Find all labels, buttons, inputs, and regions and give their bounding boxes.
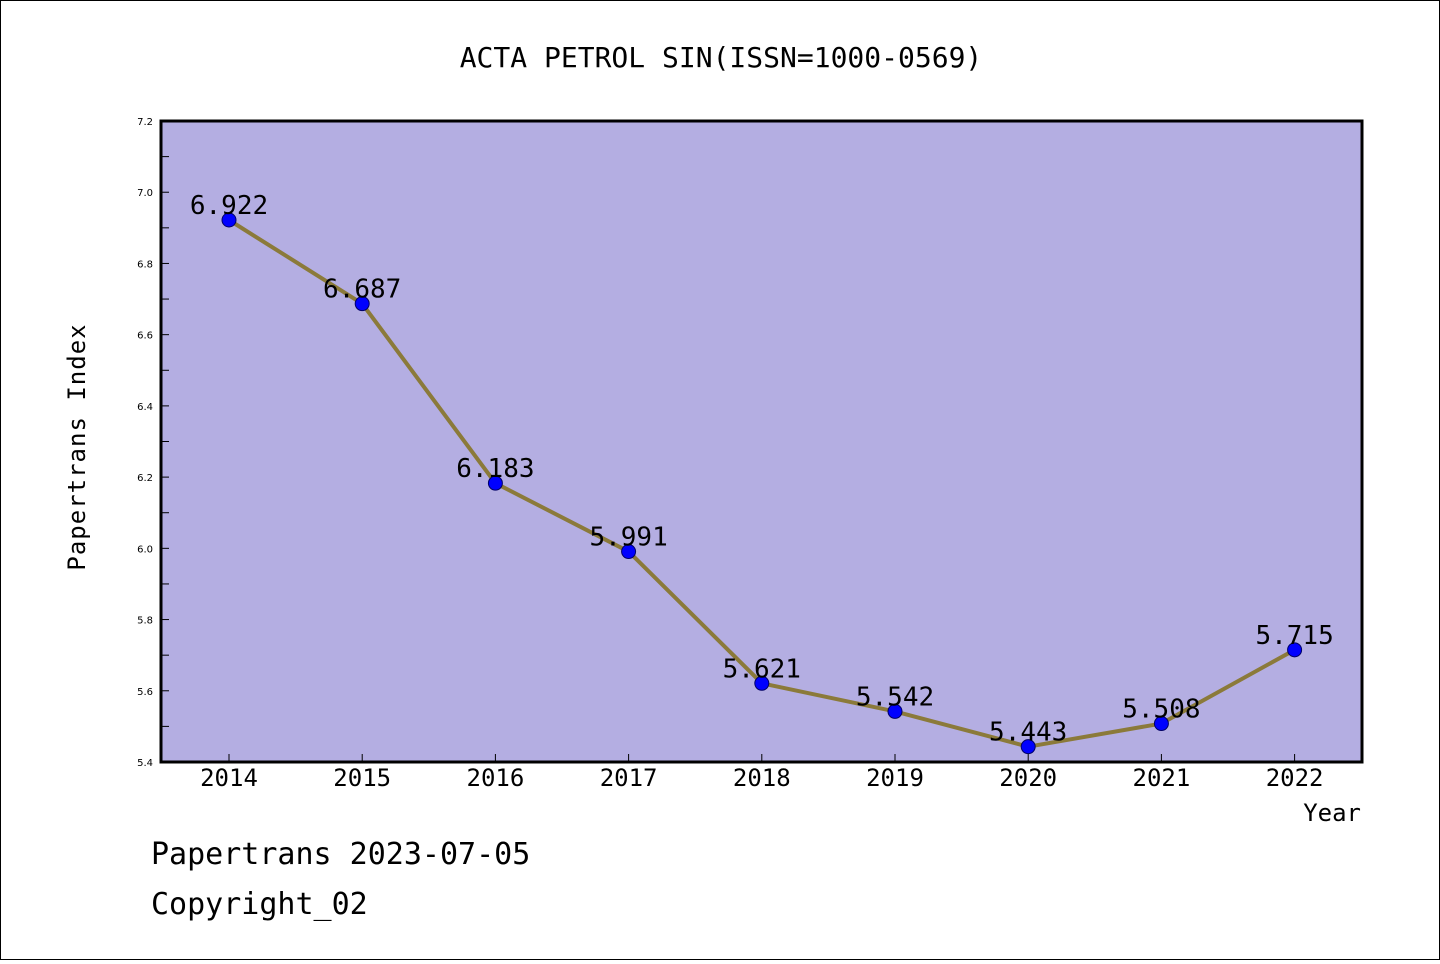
y-tick-label: 6.8 (137, 259, 153, 270)
x-tick-label: 2016 (467, 764, 525, 792)
data-label: 5.621 (723, 654, 801, 684)
data-label: 6.687 (323, 275, 401, 305)
y-tick-label: 6.6 (137, 331, 153, 342)
data-point (1153, 716, 1169, 732)
data-point (887, 703, 903, 719)
x-tick-label: 2015 (333, 764, 391, 792)
y-tick-label: 5.4 (137, 758, 153, 769)
x-tick-label: 2019 (866, 764, 924, 792)
data-label: 6.922 (190, 191, 268, 221)
x-axis-label: Year (1303, 799, 1361, 827)
data-point (754, 675, 770, 691)
x-tick-label: 2020 (999, 764, 1057, 792)
data-label: 5.443 (989, 718, 1067, 748)
x-tick-label: 2014 (200, 764, 258, 792)
data-point (354, 296, 370, 312)
data-point (1020, 739, 1036, 755)
data-point (1287, 642, 1303, 658)
x-tick-label: 2021 (1133, 764, 1191, 792)
y-tick-label: 7.0 (137, 188, 153, 199)
y-tick-label: 5.8 (137, 616, 153, 627)
footer-date: Papertrans 2023-07-05 (151, 837, 530, 872)
data-point (621, 544, 637, 560)
y-axis: 5.4 5.6 5.8 6.0 6.2 6.4 6.6 6.8 7.0 7.2 (137, 117, 169, 769)
footer-copyright: Copyright_02 (151, 887, 368, 922)
data-label: 5.508 (1122, 695, 1200, 725)
data-point (221, 212, 237, 228)
x-tick-label: 2022 (1266, 764, 1324, 792)
chart-title: ACTA PETROL SIN(ISSN=1000-0569) (460, 41, 983, 74)
x-tick-label: 2017 (600, 764, 658, 792)
x-axis: 2014 2015 2016 2017 2018 2019 2020 2021 2022 (200, 754, 1323, 792)
plot-area (159, 119, 1364, 764)
data-label: 5.715 (1255, 621, 1333, 651)
y-tick-label: 7.2 (137, 117, 153, 128)
x-tick-label: 2018 (733, 764, 791, 792)
data-label: 5.542 (856, 682, 934, 712)
y-tick-label: 6.0 (137, 544, 153, 555)
data-label: 5.991 (589, 523, 667, 553)
data-label: 6.183 (456, 454, 534, 484)
data-point (487, 475, 503, 491)
y-tick-label: 5.6 (137, 687, 153, 698)
y-axis-label: Papertrans Index (63, 323, 91, 570)
y-tick-label: 6.2 (137, 473, 153, 484)
series-papertrans-index: 6.922 6.687 6.183 5.991 5.621 5.542 5.443 5.508… (190, 191, 1334, 755)
y-tick-label: 6.4 (137, 402, 153, 413)
